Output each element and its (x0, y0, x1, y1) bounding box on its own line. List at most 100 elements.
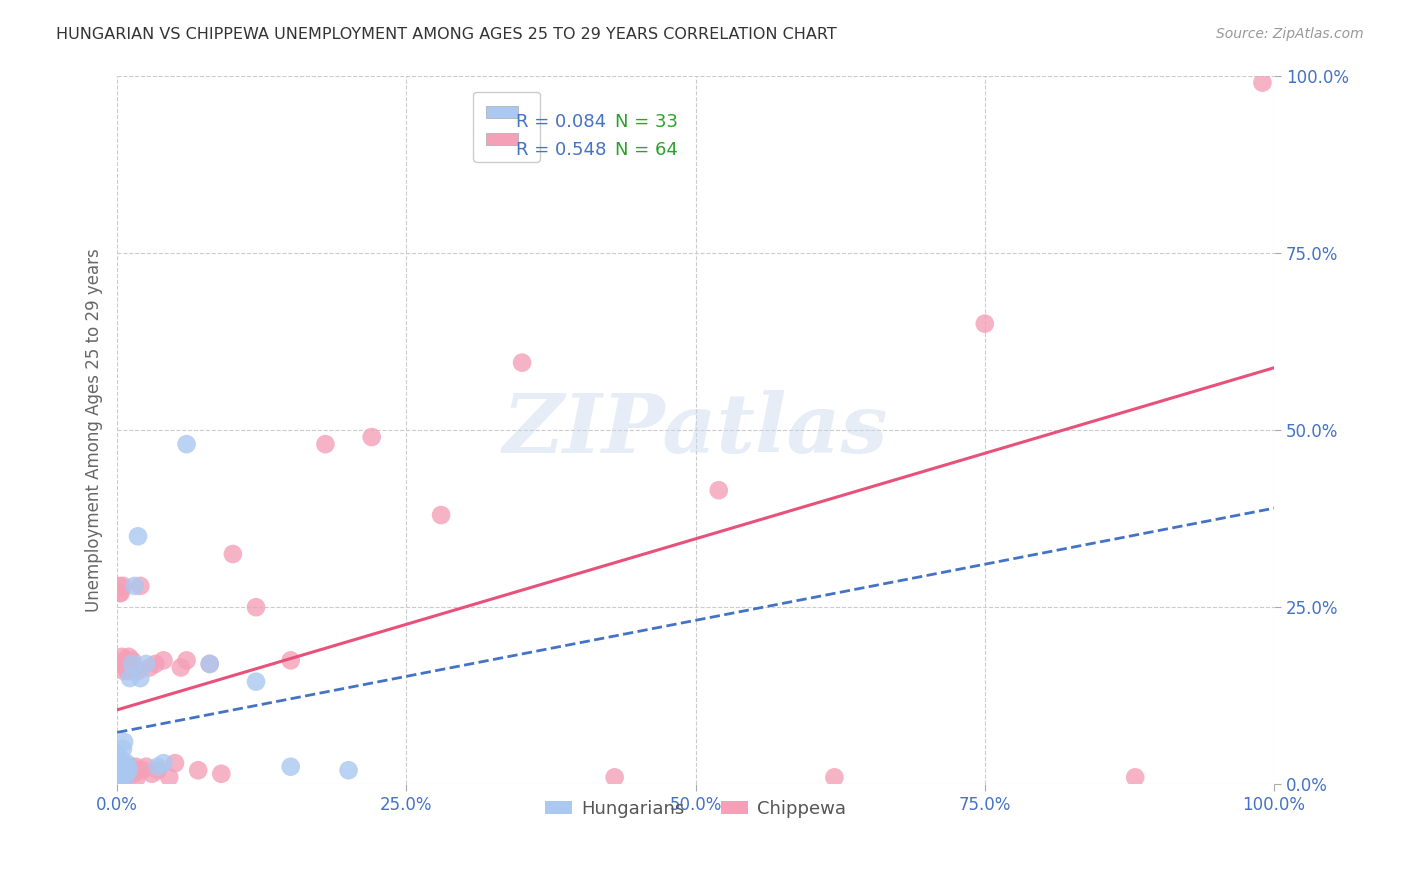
Point (152, 653, 174, 667)
Point (115, 660, 138, 674)
Point (280, 760, 302, 774)
Point (114, 764, 136, 778)
Point (114, 770, 136, 784)
Point (603, 770, 626, 784)
Point (112, 664, 135, 678)
Point (187, 764, 209, 778)
Point (124, 579, 146, 593)
Point (121, 657, 143, 671)
Point (125, 770, 148, 784)
Point (823, 770, 845, 784)
Point (112, 756, 135, 771)
Point (198, 657, 221, 671)
Point (121, 653, 143, 667)
Point (111, 657, 134, 671)
Point (170, 660, 193, 674)
Point (176, 653, 198, 667)
Point (111, 579, 134, 593)
Point (131, 764, 153, 778)
Point (111, 742, 134, 756)
Point (114, 760, 136, 774)
Point (510, 356, 533, 370)
Point (118, 671, 141, 685)
Point (1123, 770, 1146, 784)
Point (115, 766, 138, 780)
Point (108, 579, 131, 593)
Point (111, 649, 134, 664)
Text: N = 64: N = 64 (614, 141, 678, 159)
Point (209, 766, 232, 780)
Point (108, 760, 131, 774)
Point (111, 756, 134, 771)
Text: R = 0.084: R = 0.084 (516, 112, 606, 130)
Point (112, 657, 135, 671)
Point (245, 600, 267, 615)
Point (118, 766, 141, 780)
Point (107, 764, 129, 778)
Point (110, 657, 132, 671)
Point (163, 756, 186, 771)
Point (138, 660, 160, 674)
Point (108, 760, 131, 774)
Point (107, 749, 129, 764)
Point (124, 660, 146, 674)
Text: N = 33: N = 33 (614, 112, 678, 130)
Point (707, 483, 730, 498)
Point (110, 770, 132, 784)
Point (314, 437, 336, 451)
Y-axis label: Unemployment Among Ages 25 to 29 years: Unemployment Among Ages 25 to 29 years (86, 248, 103, 612)
Point (112, 735, 135, 749)
Point (129, 579, 152, 593)
Text: R = 0.548: R = 0.548 (516, 141, 606, 159)
Legend: Hungarians, Chippewa: Hungarians, Chippewa (538, 793, 853, 825)
Point (157, 770, 180, 784)
Point (117, 664, 139, 678)
Point (111, 764, 134, 778)
Point (107, 770, 129, 784)
Point (118, 649, 141, 664)
Point (108, 764, 131, 778)
Point (245, 674, 267, 689)
Point (115, 756, 138, 771)
Point (110, 586, 132, 600)
Point (127, 664, 149, 678)
Point (176, 437, 198, 451)
Point (280, 653, 302, 667)
Point (222, 547, 245, 561)
Text: Source: ZipAtlas.com: Source: ZipAtlas.com (1216, 27, 1364, 41)
Point (107, 756, 129, 771)
Point (125, 760, 148, 774)
Point (108, 770, 131, 784)
Point (114, 653, 136, 667)
Point (110, 760, 132, 774)
Point (152, 756, 174, 771)
Point (120, 760, 142, 774)
Point (111, 766, 134, 780)
Point (146, 764, 169, 778)
Point (117, 760, 139, 774)
Point (127, 529, 149, 543)
Point (117, 760, 139, 774)
Point (1251, 76, 1274, 90)
Point (114, 770, 136, 784)
Text: ZIPatlas: ZIPatlas (503, 390, 889, 470)
Point (198, 657, 221, 671)
Point (110, 753, 132, 767)
Point (118, 657, 141, 671)
Point (112, 760, 135, 774)
Point (430, 508, 453, 522)
Point (145, 657, 167, 671)
Point (135, 657, 157, 671)
Point (108, 586, 131, 600)
Point (107, 756, 129, 771)
Point (141, 766, 163, 780)
Point (111, 760, 134, 774)
Point (118, 764, 141, 778)
Point (360, 430, 382, 444)
Point (973, 317, 995, 331)
Point (122, 766, 145, 780)
Point (129, 671, 152, 685)
Point (111, 766, 134, 780)
Point (108, 770, 131, 784)
Point (111, 770, 134, 784)
